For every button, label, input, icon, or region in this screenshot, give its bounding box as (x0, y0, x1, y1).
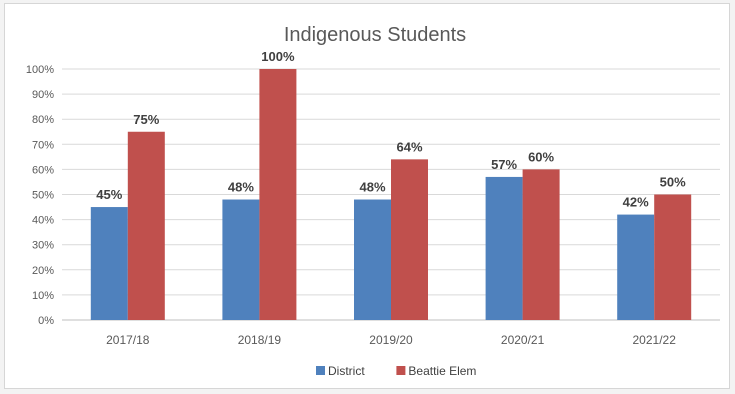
data-label: 42% (623, 195, 649, 210)
y-tick-label: 70% (32, 139, 54, 151)
y-tick-label: 90% (32, 89, 54, 101)
data-labels: 45% 75% 48% 100% 48% 64% 57% 60% 42% 50% (96, 49, 686, 210)
y-axis-ticks: 0% 10% 20% 30% 40% 50% 60% 70% 80% 90% 100% (26, 64, 54, 327)
bar-beattie-elem (259, 69, 297, 320)
legend-swatch (396, 366, 406, 375)
bar-district (485, 176, 523, 320)
data-label: 57% (491, 157, 517, 172)
bar-beattie-elem (654, 194, 692, 320)
data-label: 48% (359, 180, 385, 195)
x-tick-label: 2019/20 (369, 333, 413, 347)
x-tick-label: 2021/22 (633, 333, 677, 347)
y-tick-label: 10% (32, 290, 54, 302)
bar-beattie-elem (522, 169, 560, 320)
chart-title: Indigenous Students (284, 24, 466, 46)
data-label: 75% (133, 112, 159, 127)
y-tick-label: 0% (38, 315, 54, 327)
x-axis-ticks: 2017/18 2018/19 2019/20 2020/21 2021/22 (106, 333, 676, 347)
data-label: 50% (660, 175, 686, 190)
y-tick-label: 30% (32, 240, 54, 252)
y-tick-label: 100% (26, 64, 54, 76)
y-tick-label: 20% (32, 265, 54, 277)
y-tick-label: 60% (32, 164, 54, 176)
data-label: 45% (96, 187, 122, 202)
data-label: 100% (261, 49, 295, 64)
y-tick-label: 40% (32, 215, 54, 227)
bar-district (222, 199, 260, 320)
data-label: 48% (228, 180, 254, 195)
bar-district (354, 199, 391, 320)
x-tick-label: 2020/21 (501, 333, 545, 347)
bar-beattie-elem (391, 159, 428, 320)
legend-swatch (316, 366, 325, 375)
x-tick-label: 2018/19 (238, 333, 282, 347)
bar-district (617, 214, 655, 320)
gridlines (62, 68, 720, 321)
x-tick-label: 2017/18 (106, 333, 150, 347)
data-label: 64% (396, 139, 422, 154)
y-tick-label: 50% (32, 190, 54, 202)
y-tick-label: 80% (32, 114, 54, 126)
bar-beattie-elem (127, 131, 165, 320)
data-label: 60% (528, 149, 554, 164)
legend-label: Beattie Elem (408, 364, 476, 378)
chart-frame (4, 3, 730, 389)
legend-label: District (328, 364, 365, 378)
bar-district (90, 207, 128, 320)
bars (90, 69, 692, 320)
legend: District Beattie Elem (316, 364, 476, 378)
